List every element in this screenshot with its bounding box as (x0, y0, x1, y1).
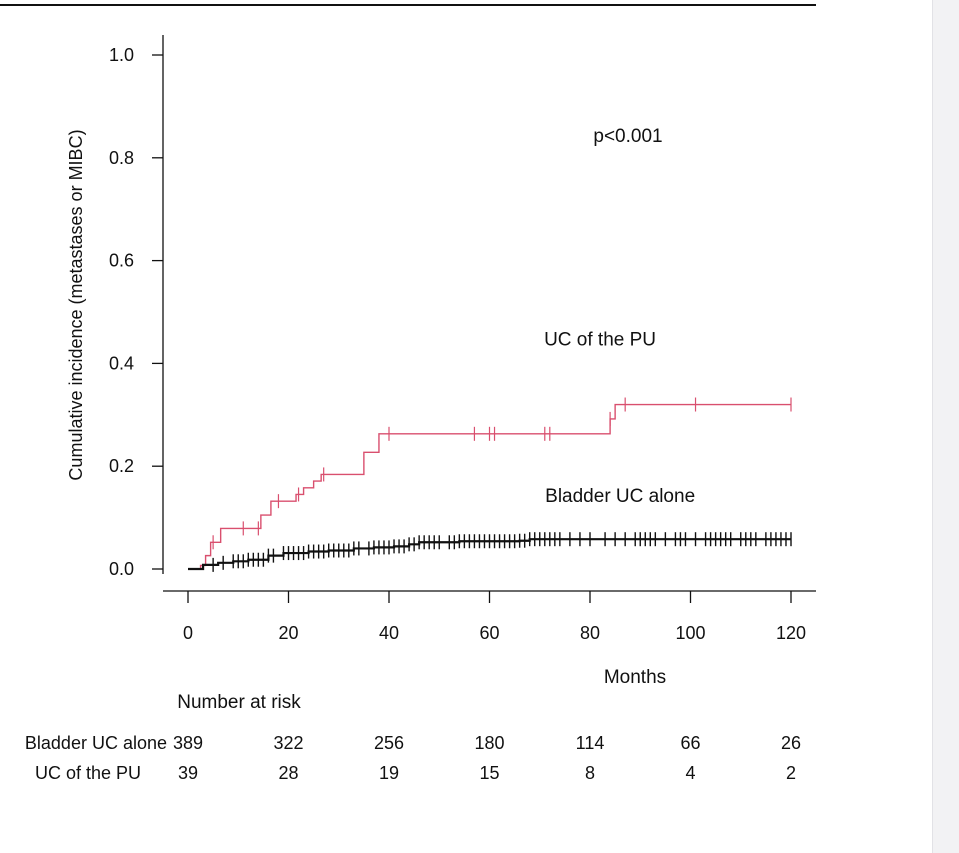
risk-value: 322 (273, 733, 303, 753)
x-tick-label: 80 (580, 623, 600, 643)
side-scroll-panel[interactable] (932, 0, 959, 853)
y-tick-label: 0.8 (109, 148, 134, 168)
series-label-pu: UC of the PU (544, 329, 656, 350)
risk-value: 26 (781, 733, 801, 753)
y-tick-label: 0.0 (109, 559, 134, 579)
axes: 0.0 0.2 0.4 0.6 0.8 1.0 0 20 40 60 80 100 120 (109, 35, 816, 643)
plot-area: UC of the PU Bladder UC alone (188, 329, 792, 572)
y-tick-label: 1.0 (109, 45, 134, 65)
risk-value: 15 (479, 763, 499, 783)
top-divider (0, 4, 816, 6)
risk-value: 4 (685, 763, 695, 783)
y-axis-label: Cumulative incidence (metastases or MIBC… (66, 129, 86, 480)
x-tick-label: 0 (183, 623, 193, 643)
risk-row-label-bladder: Bladder UC alone (25, 733, 167, 753)
series-line-pu (188, 403, 791, 570)
x-tick-label: 40 (379, 623, 399, 643)
x-tick-label: 100 (675, 623, 705, 643)
x-axis-label: Months (604, 667, 666, 688)
risk-value: 114 (576, 733, 605, 753)
risk-value: 39 (178, 763, 198, 783)
y-tick-label: 0.2 (109, 456, 134, 476)
series-label-bladder: Bladder UC alone (545, 486, 695, 507)
x-tick-label: 60 (479, 623, 499, 643)
risk-value: 2 (786, 763, 796, 783)
risk-value: 66 (680, 733, 700, 753)
p-value-annotation: p<0.001 (593, 126, 662, 147)
risk-value: 19 (379, 763, 399, 783)
x-tick-label: 120 (776, 623, 806, 643)
y-tick-label: 0.4 (109, 353, 134, 373)
risk-table-values: 389 322 256 180 114 66 26 39 28 19 15 8 4 2 (173, 733, 801, 783)
risk-value: 256 (374, 733, 404, 753)
risk-table-title: Number at risk (177, 692, 301, 713)
risk-value: 180 (474, 733, 504, 753)
risk-value: 389 (173, 733, 203, 753)
risk-value: 28 (278, 763, 298, 783)
risk-value: 8 (585, 763, 595, 783)
risk-row-label-pu: UC of the PU (35, 763, 141, 783)
x-tick-label: 20 (278, 623, 298, 643)
y-tick-label: 0.6 (109, 251, 134, 271)
